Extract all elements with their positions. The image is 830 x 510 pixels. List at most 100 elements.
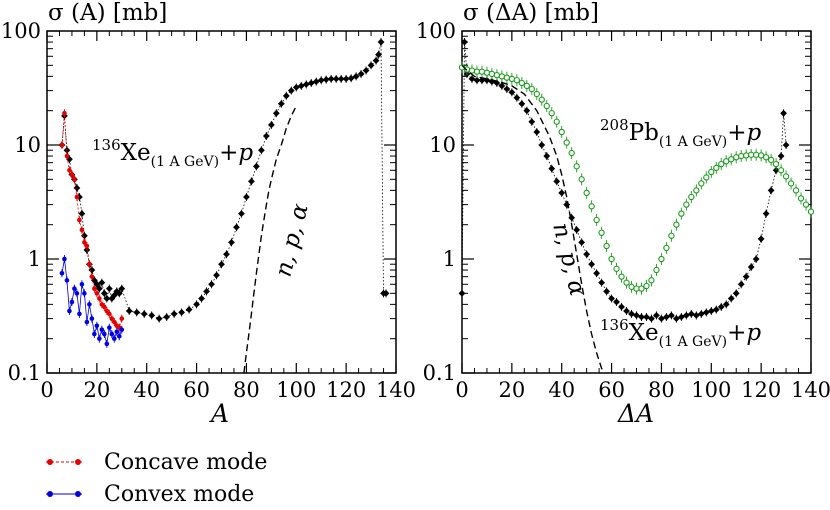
right-series-1-point <box>563 139 570 146</box>
right-x-tick-label: 80 <box>648 378 675 402</box>
left-series-0-point <box>73 184 81 192</box>
right-series-0-point <box>513 94 521 102</box>
right-series-1-point <box>693 187 700 194</box>
right-series-1-point <box>478 68 486 75</box>
left-series-0-point <box>78 210 86 218</box>
left-plot-frame <box>46 30 397 374</box>
left-x-tick-label: 100 <box>276 378 316 402</box>
left-series-1-point <box>94 291 100 296</box>
right-green-base: Pb <box>629 120 659 146</box>
left-series-0-point <box>337 75 345 83</box>
right-series-0-point <box>548 165 556 173</box>
right-series-1-point <box>603 242 610 250</box>
left-series-0-point <box>307 79 315 87</box>
left-series-2-point <box>89 316 95 321</box>
right-x-tick-label: 40 <box>548 378 575 402</box>
left-series-0-point <box>218 260 225 268</box>
right-series-1-point <box>508 75 516 83</box>
legend-label-concave: Concave mode <box>104 449 268 475</box>
left-series-1-point <box>64 153 70 159</box>
right-reaction-black-label: 136Xe(1 A GeV)+p <box>600 316 761 350</box>
right-series-0-point <box>697 310 705 318</box>
left-series-0-point <box>257 146 265 154</box>
left-series-0-point <box>297 82 305 90</box>
right-series-0-point <box>543 152 551 160</box>
left-series-0-point <box>133 309 141 316</box>
left-y-tick-label: 1 <box>28 247 41 271</box>
left-series-0-point <box>372 57 380 64</box>
right-x-tick-label: 120 <box>741 378 781 402</box>
right-series-0-point <box>653 312 660 319</box>
left-x-tick-label: 20 <box>83 378 110 402</box>
left-series-2-point <box>82 291 87 296</box>
left-series-0-point <box>277 100 285 108</box>
left-x-tick-label: 120 <box>326 378 366 402</box>
left-series-0-point <box>148 312 156 319</box>
left-series-2-point <box>99 327 105 332</box>
right-x-tick-label: 0 <box>455 378 468 402</box>
left-series-1-point <box>59 142 65 148</box>
right-series-0-point <box>608 295 615 302</box>
right-series-1-point <box>523 82 530 90</box>
left-series-0-point <box>327 75 335 83</box>
left-y-tick-label: 0.1 <box>8 361 41 385</box>
left-ticks: 0 20 40 60 80 100 120 140 0.1 1 10 100 <box>1 19 416 402</box>
legend-swatch-concave <box>44 452 84 472</box>
left-series-2-point <box>84 319 90 325</box>
right-series-1-point <box>757 152 765 159</box>
right-series-1-point <box>733 154 740 161</box>
right-series-1-point <box>623 279 630 286</box>
right-series-1-point <box>583 189 590 197</box>
left-series-0-point <box>272 109 280 117</box>
left-series-0-point <box>193 300 200 308</box>
legend-swatch-concave-svg <box>46 459 82 465</box>
left-series-0-point <box>243 193 250 201</box>
right-series-0-point <box>618 303 625 311</box>
right-series <box>458 38 815 374</box>
legend-concave-dot-left <box>47 459 53 465</box>
right-series-1-point <box>703 174 710 181</box>
left-series-1-point <box>112 319 117 325</box>
left-series-2-point <box>119 327 125 332</box>
left-series-0-point <box>253 162 260 170</box>
left-series-1-point <box>92 286 97 291</box>
right-series-0-point <box>503 85 511 93</box>
right-x-axis-label: ΔA <box>617 399 654 428</box>
left-series-2-point <box>112 336 117 341</box>
right-series-1-point <box>762 154 770 161</box>
left-series-2-point <box>59 270 65 276</box>
right-series-0-point <box>613 298 620 306</box>
left-series-2-point <box>94 323 100 328</box>
right-series-1-point <box>738 152 745 160</box>
left-series-0-point <box>185 306 193 313</box>
left-x-tick-label: 60 <box>183 378 210 402</box>
left-series-1-point <box>102 304 107 310</box>
left-series-1-point <box>72 177 77 182</box>
left-series-0-point <box>347 74 355 82</box>
right-series-0-point <box>692 312 700 319</box>
left-series-1-point <box>79 227 85 233</box>
right-series-0-point <box>737 280 745 288</box>
legend-convex-dot-left <box>47 491 53 497</box>
left-series-0-point <box>375 51 382 59</box>
right-series-0-point <box>528 118 536 126</box>
left-series-0-point <box>125 307 133 315</box>
left-series-0-line <box>61 41 386 320</box>
left-series-0-point <box>203 287 210 295</box>
right-series-1-point <box>653 266 660 274</box>
right-series-1-point <box>568 149 575 157</box>
left-series-2-point <box>97 336 102 341</box>
left-series-1-point <box>107 311 112 317</box>
legend-swatch-convex <box>44 484 84 504</box>
right-series-1-point <box>488 70 496 78</box>
right-series-1-point <box>713 164 720 172</box>
right-series-1-point <box>802 201 810 208</box>
legend-concave-dot-right <box>75 459 81 465</box>
left-series <box>58 38 390 374</box>
left-series-2-point <box>104 341 110 347</box>
right-series-1-point <box>493 71 501 79</box>
right-series-0-point <box>687 310 695 318</box>
right-series-0-point <box>682 312 690 319</box>
